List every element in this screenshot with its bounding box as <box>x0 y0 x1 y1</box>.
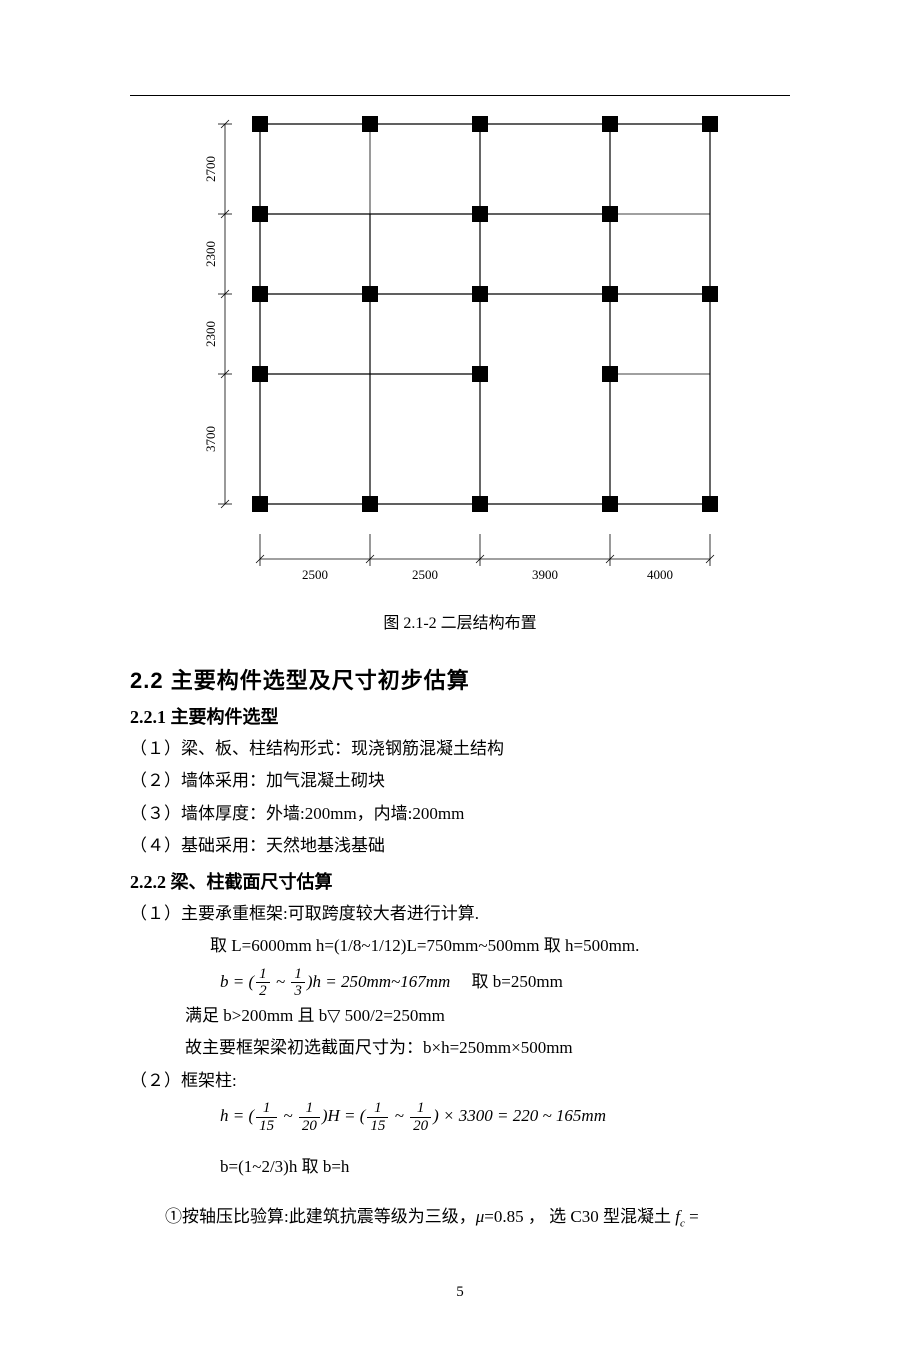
formula-b: b = (12 ~ 13)h = 250mm~167mm 取 b=250mm <box>130 963 790 1000</box>
item-221-4: （４）基础采用：天然地基浅基础 <box>130 830 790 862</box>
item-221-1: （１）梁、板、柱结构形式：现浇钢筋混凝土结构 <box>130 733 790 765</box>
heading-2-2: 2.2 主要构件选型及尺寸初步估算 <box>130 663 790 695</box>
dim-x-4: 4000 <box>647 567 673 582</box>
item-221-3: （３）墙体厚度：外墙:200mm，内墙:200mm <box>130 798 790 830</box>
dim-y-2: 2300 <box>203 241 218 267</box>
p-222-4: 故主要框架梁初选截面尺寸为：b×h=250mm×500mm <box>130 1032 790 1064</box>
formula-h: h = (115 ~ 120)H = (115 ~ 120) × 3300 = … <box>130 1097 790 1134</box>
dim-x-2: 2500 <box>412 567 438 582</box>
dim-x-1: 2500 <box>302 567 328 582</box>
structural-diagram: 2700 2300 2300 3700 2500 2500 3900 40 <box>180 104 740 599</box>
dim-y-1: 2700 <box>203 156 218 182</box>
p-222-6: b=(1~2/3)h 取 b=h <box>130 1151 790 1183</box>
dim-y-4: 3700 <box>203 426 218 452</box>
p-222-7: ①按轴压比验算:此建筑抗震等级为三级，μ=0.85 ， 选 C30 型混凝土 f… <box>130 1201 790 1234</box>
heading-2-2-2: 2.2.2 梁、柱截面尺寸估算 <box>130 868 790 894</box>
page-number: 5 <box>130 1284 790 1301</box>
p-222-5: （２）框架柱: <box>130 1065 790 1097</box>
p-222-1: （１）主要承重框架:可取跨度较大者进行计算. <box>130 898 790 930</box>
item-221-2: （２）墙体采用：加气混凝土砌块 <box>130 765 790 797</box>
heading-2-2-1: 2.2.1 主要构件选型 <box>130 703 790 729</box>
p-222-2: 取 L=6000mm h=(1/8~1/12)L=750mm~500mm 取 h… <box>130 930 790 962</box>
diagram-caption: 图 2.1-2 二层结构布置 <box>130 609 790 633</box>
dim-y-3: 2300 <box>203 321 218 347</box>
dim-x-3: 3900 <box>532 567 558 582</box>
p-222-3: 满足 b>200mm 且 b▽ 500/2=250mm <box>130 1000 790 1032</box>
